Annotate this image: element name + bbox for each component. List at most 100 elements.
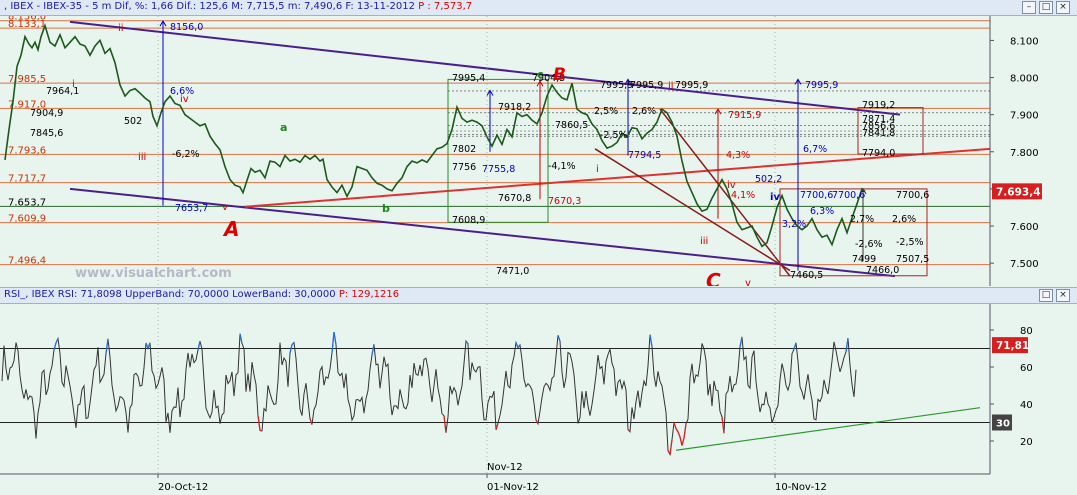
time-tick-label: 10-Nov-12	[775, 482, 827, 493]
rsi-last-badge	[992, 337, 1028, 354]
level-annotation: -6,2%	[172, 149, 200, 160]
level-annotation: 7995,9	[630, 80, 663, 91]
rsi-oversold-segment	[495, 422, 499, 431]
rsi-oversold-segment	[627, 428, 631, 433]
level-annotation: 7653,7	[175, 203, 208, 214]
level-annotation: 6,6%	[170, 86, 194, 97]
price-tick-label: 8.100	[1010, 36, 1039, 47]
rsi-overbought-segment	[739, 336, 743, 347]
fib-level-label: 7.985,5	[8, 74, 46, 85]
wave-label: v	[222, 202, 228, 213]
rsi-oversold-segment	[673, 422, 677, 429]
level-annotation: 7871,4	[862, 114, 895, 125]
rsi-trendline	[675, 407, 981, 451]
rsi-oversold-segment	[721, 416, 725, 434]
fib-level-label: 7.917,0	[8, 99, 46, 110]
level-annotation: 2,7%	[850, 214, 874, 225]
rsi-tick-label: 80	[1020, 326, 1033, 337]
rsi-overbought-segment	[291, 342, 295, 346]
measure-arrowhead	[159, 20, 167, 27]
rsi-series-line	[1, 332, 857, 457]
restore-icon: □	[1041, 2, 1051, 12]
fib-level-label: 7.653,7	[8, 197, 46, 208]
level-annotation: 4,1%	[731, 190, 755, 201]
level-annotation: 7964,1	[46, 86, 79, 97]
wave-label: a	[280, 121, 287, 134]
rsi-restore-button[interactable]: □	[1039, 289, 1053, 302]
level-annotation: 7919,2	[862, 100, 895, 111]
rsi-overbought-segment	[557, 335, 561, 342]
wave-label: c	[537, 68, 544, 81]
rsi-overbought-segment	[197, 340, 201, 351]
rsi-overbought-segment	[649, 334, 653, 347]
level-annotation: 7995,4	[452, 73, 485, 84]
wave-label: i	[596, 164, 599, 175]
rsi-oversold-segment	[257, 415, 261, 431]
fib-level-label: 8.156,0	[8, 12, 46, 23]
wave-label: C	[706, 269, 721, 293]
rsi-close-button[interactable]: ×	[1056, 289, 1070, 302]
level-annotation: 502,2	[755, 174, 782, 185]
level-annotation: 2,6%	[892, 214, 916, 225]
rsi-tick-label: 60	[1020, 363, 1033, 374]
level-annotation: 7794,5	[628, 150, 661, 161]
wave-label: iv	[180, 94, 189, 105]
fib-level-label: 7.793,6	[8, 145, 46, 156]
restore-button[interactable]: □	[1039, 1, 1053, 14]
rsi-oversold-segment	[675, 428, 679, 433]
level-annotation: 3,2%	[782, 219, 806, 230]
range-box	[779, 188, 928, 277]
rsi-overbought-segment	[465, 340, 469, 345]
rsi-oversold-segment	[309, 418, 313, 425]
fib-level-label: 7.609,9	[8, 214, 46, 225]
level-annotation: -2,5%	[600, 130, 628, 141]
level-annotation: 7995,9	[600, 80, 633, 91]
falling-channel-upper	[659, 108, 791, 277]
level-annotation: 7700,6	[800, 190, 833, 201]
wave-label: iv	[727, 180, 736, 191]
level-annotation: 7918,2	[498, 102, 531, 113]
level-annotation: 7845,6	[30, 128, 63, 139]
level-annotation: 7670,3	[548, 196, 581, 207]
price-tick-label: 7.800	[1010, 148, 1039, 159]
measure-arrowhead	[714, 108, 722, 115]
channel-upper-line	[69, 20, 901, 116]
rsi-oversold-segment	[677, 431, 681, 438]
level-annotation: 7499	[852, 254, 876, 265]
falling-channel-lower	[594, 148, 791, 272]
rsi-oversold-segment	[681, 437, 685, 446]
level-annotation: 7856,6	[862, 121, 895, 132]
price-tick-label: 8.000	[1010, 74, 1039, 85]
rsi-overbought-segment	[793, 342, 797, 350]
trend-red-line	[244, 147, 990, 208]
fib-level-label: 7.496,4	[8, 256, 46, 267]
rsi-overbought-segment	[55, 338, 59, 344]
price-panel-stats: , IBEX - IBEX-35 - 5 m Dif, %: 1,66 Dif.…	[4, 1, 415, 12]
level-annotation: -4,1%	[548, 161, 576, 172]
wave-label: ii	[668, 81, 674, 92]
level-annotation: 7860,5	[555, 120, 588, 131]
rsi-tick-label: 20	[1020, 437, 1033, 448]
rsi-tick-label: 40	[1020, 400, 1033, 411]
rsi-panel-title: RSI_, IBEX RSI: 71,8098 UpperBand: 70,00…	[4, 289, 399, 300]
rsi-overbought-segment	[53, 342, 57, 351]
wave-label: iii	[700, 236, 708, 247]
last-price-badge	[992, 183, 1042, 200]
rsi-oversold-segment	[683, 423, 687, 439]
price-panel-title: , IBEX - IBEX-35 - 5 m Dif, %: 1,66 Dif.…	[4, 1, 472, 12]
wave-label: A	[222, 217, 239, 241]
wave-label: iii	[138, 152, 146, 163]
level-annotation: 6,3%	[810, 206, 834, 217]
level-annotation: 7904,5	[532, 73, 565, 84]
close-button[interactable]: ×	[1056, 1, 1070, 14]
level-annotation: 7507,5	[896, 254, 929, 265]
price-tick-label: 7.600	[1010, 222, 1039, 233]
rsi-overbought-segment	[239, 333, 243, 344]
minimize-button[interactable]: –	[1022, 1, 1036, 14]
price-tick-label: 7.500	[1010, 259, 1039, 270]
level-annotation: 7915,9	[728, 110, 761, 121]
close-icon: ×	[1059, 2, 1067, 12]
wave-label: iv	[770, 192, 780, 203]
level-annotation: 6,7%	[803, 144, 827, 155]
